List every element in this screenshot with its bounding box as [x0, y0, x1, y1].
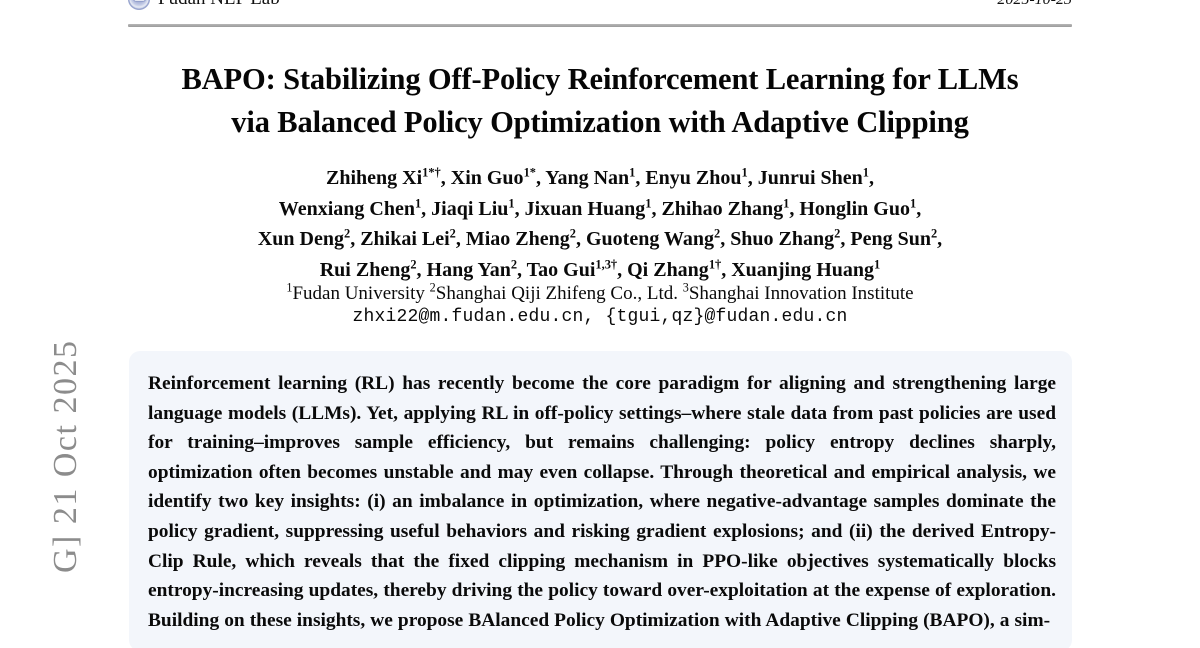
affiliation-name: Fudan University — [292, 283, 425, 304]
author-affiliation-marker: 1,3† — [595, 257, 618, 272]
author-affiliation-marker: 2 — [410, 257, 417, 272]
author-name: Xun Deng — [257, 228, 344, 251]
affiliation-name: Shanghai Qiji Zhifeng Co., Ltd. — [435, 283, 678, 304]
title-line-2: via Balanced Policy Optimization with Ad… — [231, 104, 969, 139]
abstract-text: Reinforcement learning (RL) has recently… — [148, 373, 1056, 631]
author-name: Qi Zhang — [627, 258, 709, 281]
author-line: Wenxiang Chen1, Jiaqi Liu1, Jixuan Huang… — [278, 195, 922, 220]
author-name: Junrui Shen — [757, 167, 863, 189]
author-affiliation-marker: 1 — [874, 257, 881, 272]
author-affiliation-marker: 1 — [629, 165, 636, 180]
header-date: 2025-10-23 — [997, 0, 1072, 9]
author-name: Tao Gui — [526, 258, 596, 281]
author-affiliation-marker: 2 — [569, 226, 576, 241]
author-name: Shuo Zhang — [730, 228, 835, 251]
author-affiliation-marker: 2 — [343, 226, 351, 241]
author-affiliation-marker: 1 — [645, 195, 652, 210]
arxiv-vertical-stamp: G] 21 Oct 2025 — [47, 339, 84, 573]
running-header: Fudan NLP Lab 2025-10-23 — [128, 0, 1072, 26]
author-name: Jiaqi Liu — [431, 197, 509, 220]
author-line: Zhiheng Xi1*†, Xin Guo1*, Yang Nan1, Eny… — [326, 165, 874, 189]
affiliation-marker: 1 — [286, 280, 293, 295]
author-name: Zhihao Zhang — [661, 197, 784, 220]
author-name: Zhiheng Xi — [326, 167, 423, 189]
author-name: Wenxiang Chen — [278, 197, 415, 220]
author-affiliation-marker: 2 — [834, 226, 841, 241]
lab-name-label: Fudan NLP Lab — [158, 0, 280, 10]
author-affiliation-marker: 1 — [783, 195, 790, 210]
title-line-1: BAPO: Stabilizing Off-Policy Reinforceme… — [181, 62, 1019, 96]
author-name: Yang Nan — [545, 167, 630, 189]
author-line: Xun Deng2, Zhikai Lei2, Miao Zheng2, Guo… — [257, 226, 943, 251]
author-name: Peng Sun — [850, 228, 931, 251]
author-affiliation-marker: 1*† — [422, 165, 441, 180]
author-name: Hang Yan — [426, 258, 511, 281]
author-affiliation-marker: 2 — [713, 226, 721, 241]
page-title: BAPO: Stabilizing Off-Policy Reinforceme… — [120, 58, 1080, 143]
author-name: Jixuan Huang — [524, 197, 646, 220]
affiliation-name: Shanghai Innovation Institute — [688, 283, 914, 304]
author-affiliation-marker: 2 — [510, 257, 518, 272]
abstract-panel: Reinforcement learning (RL) has recently… — [129, 351, 1072, 648]
author-affiliation-marker: 1 — [414, 195, 422, 210]
author-affiliation-marker: 1 — [508, 195, 515, 210]
author-affiliation-marker: 2 — [930, 226, 938, 241]
author-name: Xin Guo — [450, 167, 524, 189]
contact-emails: zhxi22@m.fudan.edu.cn, {tgui,qz}@fudan.e… — [352, 307, 848, 327]
author-name: Zhikai Lei — [360, 228, 450, 251]
author-list: Zhiheng Xi1*†, Xin Guo1*, Yang Nan1, Eny… — [120, 163, 1080, 285]
author-name: Enyu Zhou — [645, 167, 742, 189]
author-name: Honglin Guo — [799, 197, 910, 220]
author-affiliation-marker: 2 — [449, 226, 456, 241]
affiliation-marker: 3 — [682, 280, 689, 295]
affiliation-marker: 2 — [429, 280, 436, 295]
author-name: Xuanjing Huang — [731, 258, 875, 281]
author-affiliation-marker: 1* — [523, 165, 536, 180]
author-line: Rui Zheng2, Hang Yan2, Tao Gui1,3†, Qi Z… — [319, 257, 881, 281]
author-affiliation-marker: 1 — [862, 165, 869, 180]
header-lab-identity: Fudan NLP Lab — [128, 0, 280, 10]
author-affiliation-marker: 1† — [708, 257, 722, 272]
affiliation-list: 1Fudan University 2Shanghai Qiji Zhifeng… — [120, 281, 1080, 307]
fudan-nlp-lab-logo-icon — [128, 0, 150, 10]
author-name: Rui Zheng — [319, 258, 411, 281]
author-affiliation-marker: 1 — [741, 165, 748, 180]
header-divider — [128, 24, 1072, 27]
author-name: Miao Zheng — [465, 228, 570, 251]
author-name: Guoteng Wang — [585, 228, 714, 251]
author-affiliation-marker: 1 — [909, 195, 917, 210]
